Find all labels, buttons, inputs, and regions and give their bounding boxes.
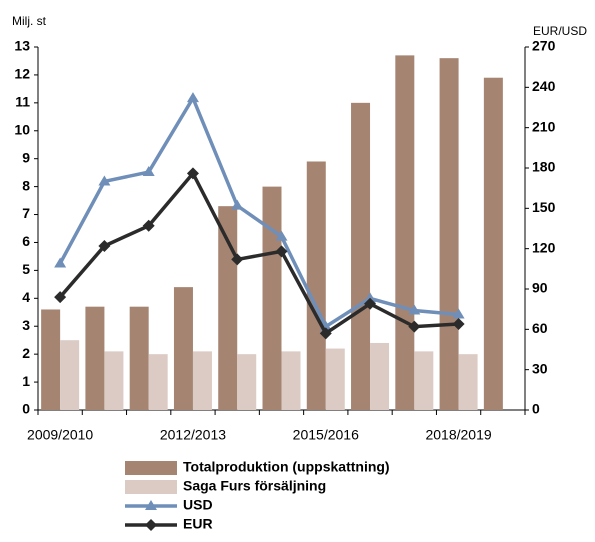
line-marker [98,175,111,186]
line-marker [186,92,199,103]
x-tick-label: 2018/2019 [425,427,491,443]
y-tick-label: 12 [14,66,30,82]
y-tick-label: 5 [22,261,30,277]
line-marker [275,230,288,241]
y2-tick-label: 120 [532,239,556,255]
bar [306,161,326,410]
y-tick-label: 1 [22,373,30,389]
bar [41,309,61,410]
y2-tick-label: 240 [532,78,556,94]
bar [351,102,371,410]
y-tick-label: 13 [14,38,30,54]
line-marker [275,245,288,258]
bar [85,306,105,410]
line-marker [364,292,377,303]
legend-label: Saga Furs försäljning [183,478,326,494]
line-marker [142,166,155,177]
y2-tick-label: 0 [532,401,540,417]
y-tick-label: 7 [22,205,30,221]
bar [173,287,193,410]
y-tick-label: 2 [22,345,30,361]
y-axis-label: Milj. st [12,14,47,28]
line-marker [364,297,377,310]
legend-swatch [125,480,177,494]
y2-tick-label: 270 [532,38,556,54]
y-tick-label: 9 [22,149,30,165]
legend-label: USD [183,497,213,513]
legend-label: EUR [183,516,213,532]
y2-tick-label: 180 [532,159,556,175]
y2-tick-label: 60 [532,320,548,336]
bar [237,354,257,410]
bar [439,58,459,411]
bar [104,351,124,410]
bar [458,354,478,410]
line-marker [452,317,465,330]
bar [325,348,345,410]
y-tick-label: 4 [22,289,30,305]
y2-tick-label: 150 [532,199,556,215]
line [58,94,459,330]
bar [192,351,212,410]
line-marker [319,327,332,340]
bar [129,306,149,410]
line-marker [186,167,199,180]
line-marker [452,308,465,319]
line-marker [142,219,155,232]
bar [414,351,434,410]
line [58,170,459,336]
y2-tick-label: 30 [532,360,548,376]
line-marker [54,291,67,304]
line-marker [54,257,67,268]
x-tick-label: 2009/2010 [27,427,93,443]
x-tick-label: 2015/2016 [293,427,359,443]
y-tick-label: 0 [22,401,30,417]
y-tick-label: 8 [22,177,30,193]
y-tick-label: 11 [15,94,30,110]
bar [281,351,301,410]
line-marker [408,304,421,315]
bar [218,206,238,410]
legend-label: Totalproduktion (uppskattning) [183,459,390,475]
line-marker [145,519,157,531]
line-marker [231,253,244,266]
y2-tick-label: 90 [532,280,548,296]
legend-swatch [125,461,177,475]
bar [483,77,503,410]
line-marker [98,239,111,252]
bar [262,186,282,410]
line-marker [145,500,157,510]
y2-axis-label: EUR/USD [533,24,587,38]
bar [148,354,168,410]
line-marker [408,320,421,333]
y-tick-label: 6 [22,233,30,249]
bar [60,340,80,410]
y-tick-label: 3 [22,317,30,333]
y2-tick-label: 210 [532,118,556,134]
bar [370,342,390,410]
x-tick-label: 2012/2013 [160,427,226,443]
line-marker [231,199,244,210]
bar [395,55,415,410]
y-tick-label: 10 [14,121,30,137]
